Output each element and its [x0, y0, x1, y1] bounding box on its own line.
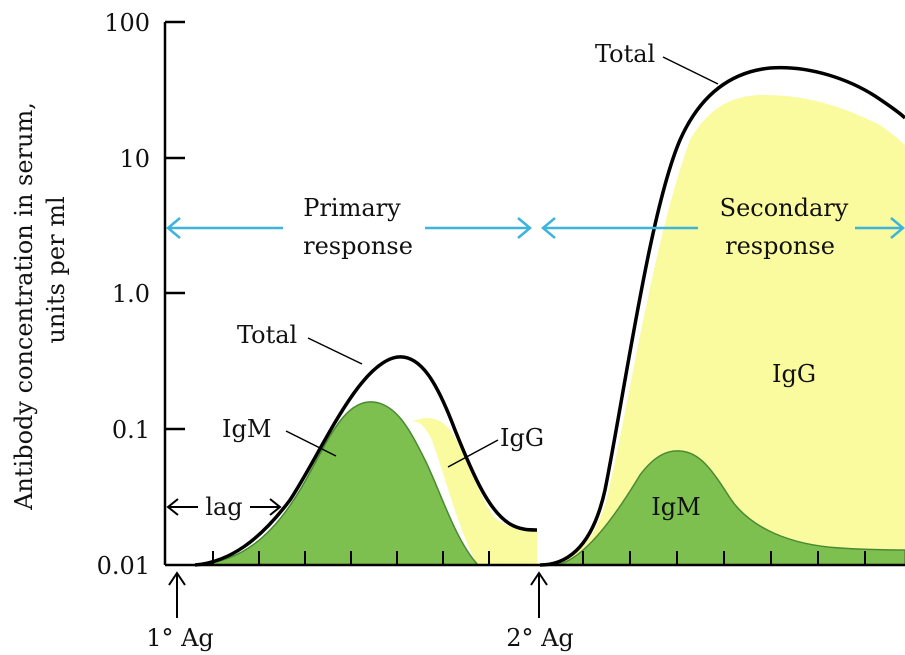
secondary-total-label: Total — [595, 40, 655, 68]
antigen2-arrow — [530, 571, 548, 618]
primary-total-label: Total — [237, 321, 297, 349]
antigen1-arrow — [168, 571, 186, 618]
secondary-response-label-line2: response — [725, 232, 835, 260]
y-axis-label-line1: Antibody concentration in serum, — [10, 102, 38, 511]
primary-response-label-line1: Primary — [303, 194, 401, 222]
primary-total-curve — [194, 355, 538, 567]
secondary-igm-label: IgM — [651, 493, 700, 521]
primary-igm-label: IgM — [222, 415, 271, 443]
y-tick-label-0-1: 0.1 — [112, 416, 150, 444]
secondary-total-leader — [662, 56, 719, 85]
primary-igg-label: IgG — [500, 424, 544, 452]
y-tick-label-1: 1.0 — [112, 280, 150, 308]
primary-igg-leader — [447, 439, 499, 468]
secondary-igm-area — [554, 450, 905, 566]
primary-igm-leader — [285, 430, 337, 457]
primary-igg-area — [405, 418, 537, 565]
y-tick-label-100: 100 — [104, 9, 150, 37]
lag-arrow — [166, 498, 282, 516]
primary-response-label-line2: response — [303, 232, 413, 260]
primary-response-arrow — [166, 217, 532, 239]
primary-total-leader — [307, 337, 363, 365]
x-axis-ticks — [212, 551, 866, 565]
antigen1-label: 1° Ag — [146, 624, 214, 652]
lag-label: lag — [205, 493, 242, 521]
secondary-response-arrow — [541, 217, 905, 239]
y-tick-label-10: 10 — [119, 145, 150, 173]
primary-igm-area — [199, 401, 480, 566]
antigen2-label: 2° Ag — [506, 624, 574, 652]
y-tick-label-0-01: 0.01 — [97, 552, 150, 580]
secondary-total-curve — [539, 65, 905, 567]
secondary-response-label-line1: Secondary — [720, 194, 849, 222]
y-axis-label-line2: units per ml — [42, 196, 70, 343]
secondary-igg-label: IgG — [772, 360, 816, 388]
secondary-igg-area — [540, 94, 905, 565]
